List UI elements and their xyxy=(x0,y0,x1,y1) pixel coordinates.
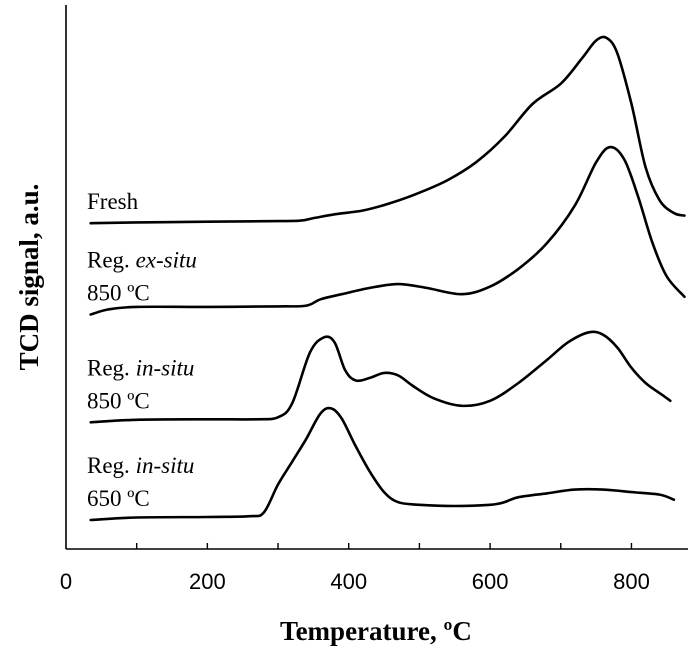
x-tick-label: 800 xyxy=(613,569,650,594)
series-curves xyxy=(89,35,686,522)
series-line-3 xyxy=(89,406,676,522)
series-label-2-line-1: 850 ºC xyxy=(87,388,150,413)
series-line-0 xyxy=(89,35,686,225)
series-label-1-line-0: Reg. ex-situ xyxy=(87,248,197,273)
x-tick-label: 0 xyxy=(60,569,72,594)
series-line-2 xyxy=(89,330,672,424)
series-line-1 xyxy=(89,145,686,316)
plot-frame xyxy=(65,5,688,550)
series-label-2-line-0: Reg. in-situ xyxy=(87,355,194,380)
x-axis-title: Temperature, ºC xyxy=(280,616,472,646)
series-label-1-line-1: 850 ºC xyxy=(87,281,150,306)
series-label-3-line-0: Reg. in-situ xyxy=(87,453,194,478)
x-tick-label: 400 xyxy=(330,569,367,594)
series-labels: Fresh Reg. ex-situ 850 ºC Reg. in-situ 850 º… xyxy=(87,189,197,511)
series-label-3-line-1: 650 ºC xyxy=(87,486,150,511)
x-axis-tick-labels: 0 200 400 600 800 xyxy=(60,569,650,594)
x-axis-ticks xyxy=(135,543,633,549)
x-tick-label: 200 xyxy=(189,569,226,594)
series-label-0-line-0: Fresh xyxy=(87,189,139,214)
y-axis-title: TCD signal, a.u. xyxy=(14,184,44,371)
x-tick-label: 600 xyxy=(472,569,509,594)
